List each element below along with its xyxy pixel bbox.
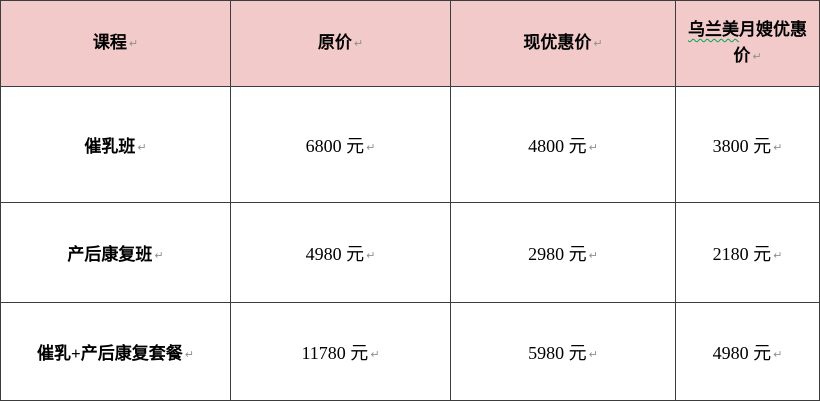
- header-cell-wulanmei-price: 乌兰美月嫂优惠价 ↵: [675, 0, 820, 87]
- header-label-current-discount-price: 现优惠价: [523, 33, 592, 52]
- paragraph-return-icon: ↵: [773, 347, 783, 361]
- paragraph-return-icon: ↵: [184, 348, 194, 361]
- cell-current-discount-price: 5980 元 ↵: [450, 302, 676, 401]
- cell-course: 催乳班 ↵: [0, 86, 231, 203]
- paragraph-return-icon: ↵: [773, 140, 783, 154]
- header-label-course: 课程: [92, 33, 127, 52]
- cell-original-price: 6800 元 ↵: [230, 86, 451, 203]
- paragraph-return-icon: ↵: [366, 248, 376, 262]
- paragraph-return-icon: ↵: [370, 347, 380, 361]
- spellcheck-wavy-underline: 乌兰美: [688, 20, 739, 39]
- cell-original-price: 11780 元 ↵: [230, 302, 451, 401]
- cell-current-discount-price: 4800 元 ↵: [450, 86, 676, 203]
- header-label-wulanmei-price: 乌兰美月嫂优惠价 ↵: [688, 20, 807, 65]
- paragraph-return-icon: ↵: [588, 347, 598, 361]
- table-row: 产后康复班 ↵ 4980 元 ↵ 2980 元 ↵ 2180 元 ↵: [0, 202, 820, 303]
- header-row: 课程 ↵ 原价 ↵ 现优惠价 ↵ 乌兰美月嫂优惠价 ↵: [0, 0, 820, 87]
- table-row: 催乳班 ↵ 6800 元 ↵ 4800 元 ↵ 3800 元 ↵: [0, 86, 820, 203]
- cell-wulanmei-price: 4980 元 ↵: [675, 302, 820, 401]
- paragraph-return-icon: ↵: [773, 248, 783, 262]
- paragraph-return-icon: ↵: [588, 140, 598, 154]
- cell-wulanmei-price: 2180 元 ↵: [675, 202, 820, 303]
- paragraph-return-icon: ↵: [128, 37, 139, 50]
- cell-original-price: 4980 元 ↵: [230, 202, 451, 303]
- table-row: 催乳+产后康复套餐 ↵ 11780 元 ↵ 5980 元 ↵ 4980 元 ↵: [0, 302, 820, 401]
- cell-course: 催乳+产后康复套餐 ↵: [0, 302, 231, 401]
- header-cell-course: 课程 ↵: [0, 0, 231, 87]
- header-cell-original-price: 原价 ↵: [230, 0, 451, 87]
- cell-current-discount-price: 2980 元 ↵: [450, 202, 676, 303]
- paragraph-return-icon: ↵: [752, 50, 762, 63]
- paragraph-return-icon: ↵: [366, 140, 376, 154]
- paragraph-return-icon: ↵: [588, 248, 598, 262]
- cell-wulanmei-price: 3800 元 ↵: [675, 86, 820, 203]
- cell-course: 产后康复班 ↵: [0, 202, 231, 303]
- paragraph-return-icon: ↵: [137, 141, 147, 154]
- paragraph-return-icon: ↵: [353, 37, 364, 50]
- paragraph-return-icon: ↵: [593, 37, 603, 50]
- paragraph-return-icon: ↵: [154, 249, 164, 262]
- header-cell-current-discount-price: 现优惠价 ↵: [450, 0, 676, 87]
- header-label-original-price: 原价: [317, 33, 352, 52]
